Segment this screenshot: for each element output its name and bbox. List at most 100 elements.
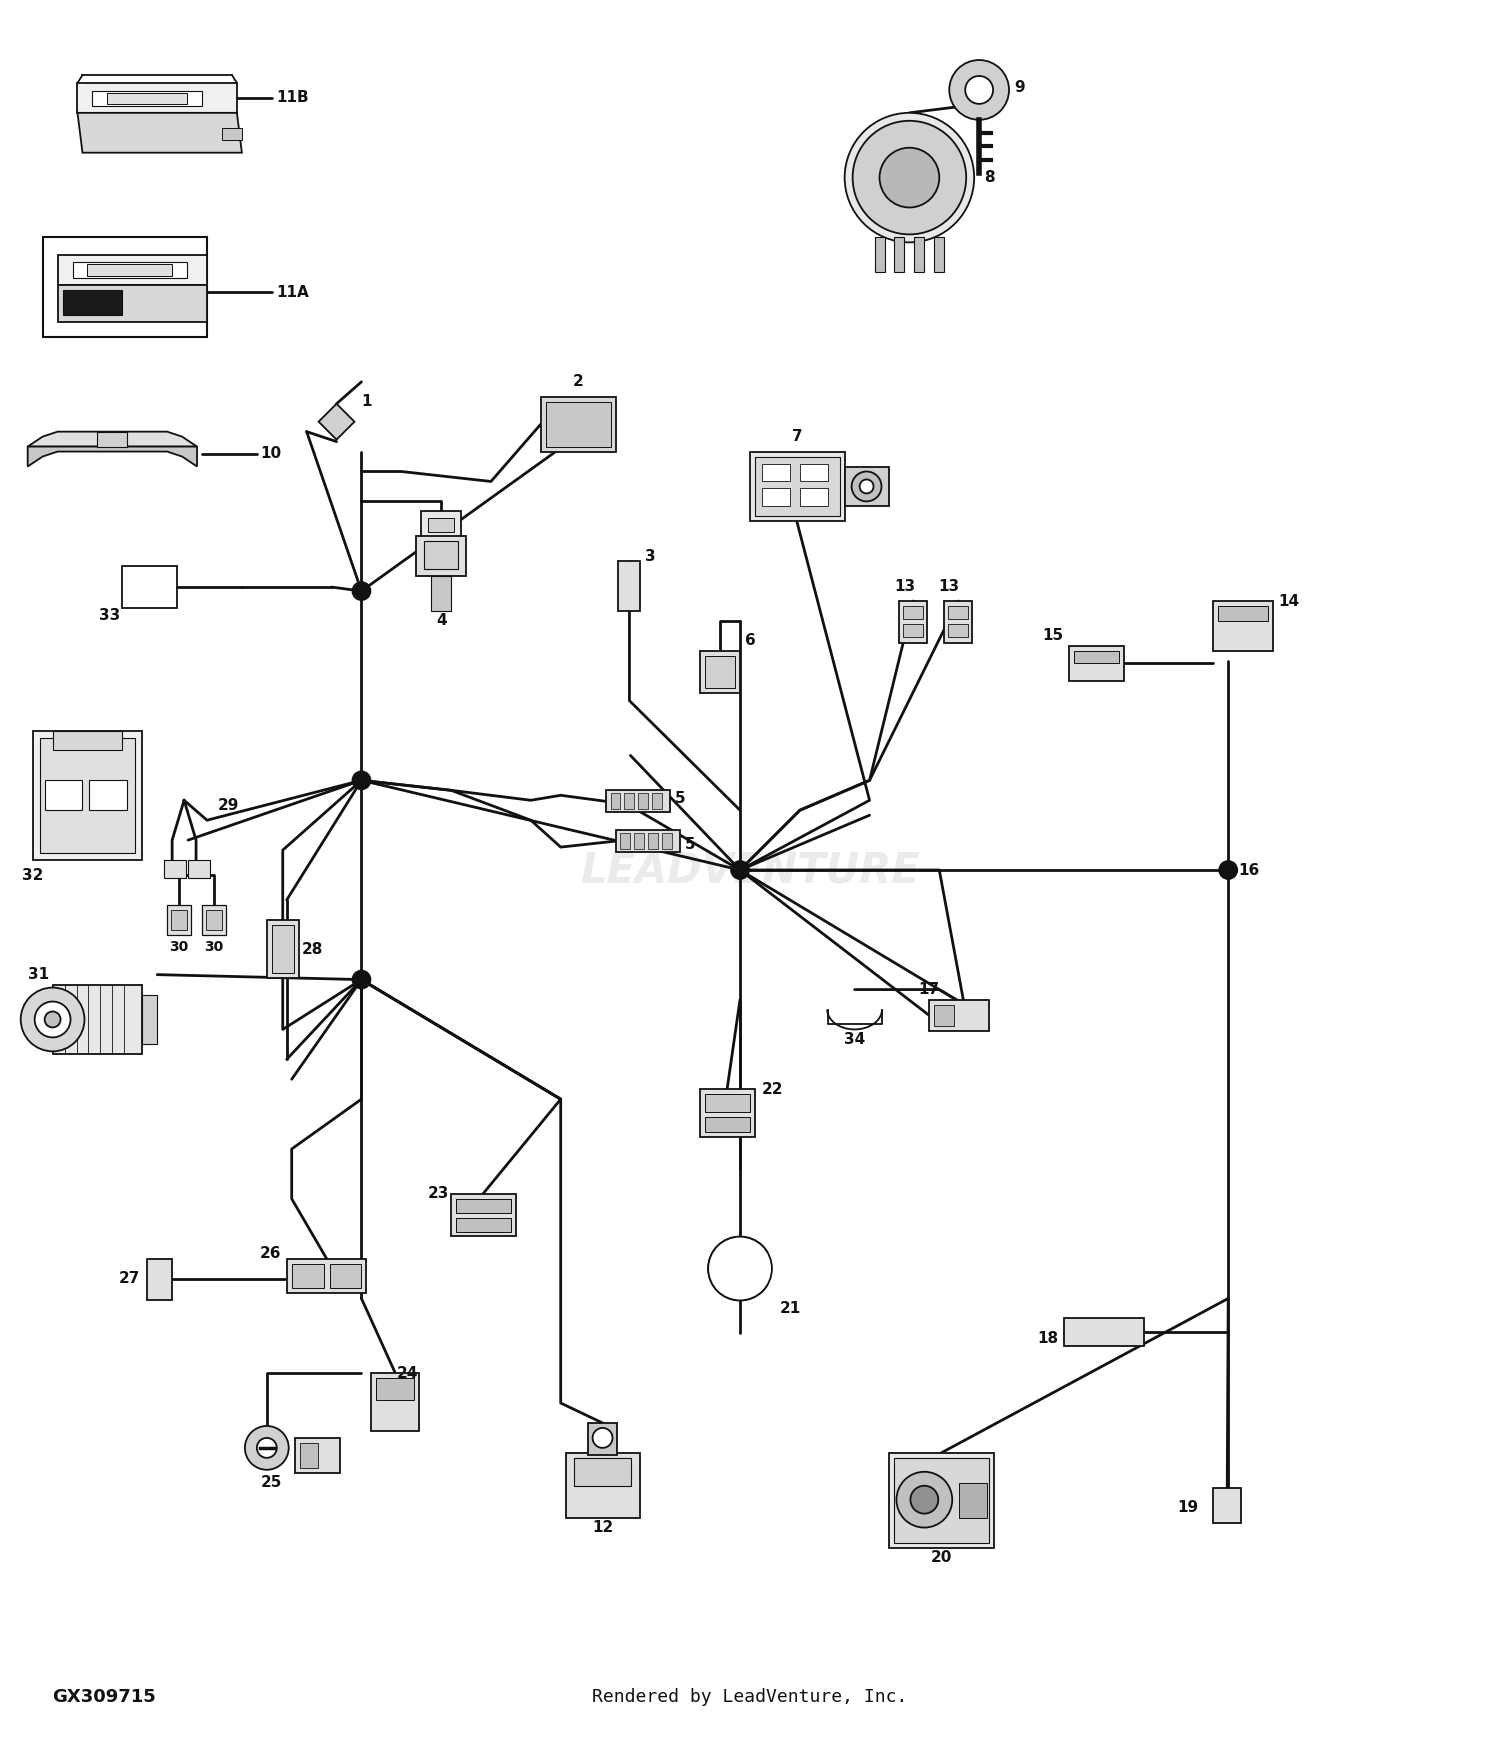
Bar (87, 264, 172, 276)
Circle shape (708, 1237, 772, 1300)
Text: 18: 18 (1038, 1330, 1059, 1346)
Bar (915, 238, 924, 273)
Text: 28: 28 (302, 942, 322, 957)
Text: 13: 13 (939, 579, 960, 593)
Text: 9: 9 (1014, 80, 1025, 96)
Bar (424, 541, 458, 569)
Text: 30: 30 (170, 940, 189, 954)
Bar (894, 238, 904, 273)
Bar (874, 238, 885, 273)
Bar (890, 1452, 995, 1547)
Bar (45, 780, 82, 810)
Bar (903, 625, 924, 637)
Text: 13: 13 (894, 579, 915, 593)
Bar (934, 1004, 954, 1027)
Bar (286, 1258, 366, 1293)
Text: 22: 22 (762, 1082, 783, 1097)
Bar (1214, 1488, 1240, 1522)
Text: Rendered by LeadVenture, Inc.: Rendered by LeadVenture, Inc. (592, 1689, 908, 1706)
Bar (108, 93, 188, 103)
Bar (63, 290, 123, 315)
Bar (376, 1379, 414, 1400)
Circle shape (21, 987, 84, 1052)
Bar (900, 600, 927, 642)
Bar (456, 1199, 512, 1213)
Bar (700, 651, 740, 693)
Bar (53, 985, 142, 1054)
Text: 23: 23 (427, 1186, 448, 1200)
Bar (958, 1482, 987, 1517)
Bar (294, 1438, 339, 1474)
Text: GX309715: GX309715 (53, 1689, 156, 1706)
Bar (754, 457, 840, 516)
Bar (606, 791, 670, 812)
Text: 26: 26 (260, 1246, 282, 1262)
Circle shape (730, 861, 748, 878)
Circle shape (950, 60, 1010, 119)
Bar (171, 910, 188, 929)
Polygon shape (57, 285, 207, 322)
Bar (188, 859, 210, 878)
Bar (542, 397, 615, 452)
Bar (98, 432, 128, 446)
Bar (621, 833, 630, 849)
Bar (610, 793, 621, 808)
Polygon shape (27, 432, 196, 446)
Bar (452, 1194, 516, 1235)
Text: 17: 17 (920, 982, 940, 997)
Polygon shape (318, 404, 354, 439)
Text: 30: 30 (204, 940, 224, 954)
Text: 4: 4 (436, 614, 447, 628)
Circle shape (852, 121, 966, 234)
Bar (72, 262, 188, 278)
Bar (427, 518, 454, 532)
Circle shape (720, 1248, 760, 1288)
Bar (422, 511, 460, 539)
Text: 27: 27 (118, 1270, 141, 1286)
Bar (573, 1458, 632, 1486)
Bar (1064, 1318, 1143, 1346)
Circle shape (244, 1426, 288, 1470)
Bar (272, 924, 294, 973)
Text: 29: 29 (217, 798, 240, 812)
Bar (222, 128, 242, 140)
Text: 10: 10 (260, 446, 280, 460)
Bar (1214, 600, 1274, 651)
Bar (206, 910, 222, 929)
Bar (618, 562, 640, 611)
Text: 8: 8 (984, 170, 994, 186)
Bar (456, 1218, 512, 1232)
Bar (844, 467, 889, 506)
Circle shape (592, 1428, 612, 1447)
Circle shape (352, 772, 370, 789)
Bar (903, 606, 924, 620)
Bar (762, 464, 790, 481)
Bar (93, 91, 202, 105)
Bar (634, 833, 645, 849)
Text: 1: 1 (362, 394, 372, 410)
Text: 14: 14 (1278, 593, 1299, 609)
Text: LEADVENTURE: LEADVENTURE (580, 849, 920, 891)
Bar (430, 576, 451, 611)
Text: 11B: 11B (278, 91, 309, 105)
Bar (202, 905, 226, 934)
Bar (948, 625, 968, 637)
Polygon shape (27, 446, 196, 467)
Bar (142, 994, 158, 1045)
Bar (53, 730, 123, 751)
Bar (330, 1264, 362, 1288)
Circle shape (256, 1438, 278, 1458)
Bar (416, 536, 466, 576)
Bar (700, 1088, 754, 1138)
Circle shape (1220, 861, 1238, 878)
Bar (894, 1458, 989, 1542)
Bar (639, 793, 648, 808)
Bar (762, 488, 790, 506)
Circle shape (910, 1486, 939, 1514)
Text: 19: 19 (1178, 1500, 1198, 1516)
Circle shape (352, 583, 370, 600)
Polygon shape (78, 82, 237, 112)
Circle shape (34, 1001, 70, 1038)
Polygon shape (57, 255, 207, 285)
Text: 34: 34 (844, 1032, 865, 1046)
